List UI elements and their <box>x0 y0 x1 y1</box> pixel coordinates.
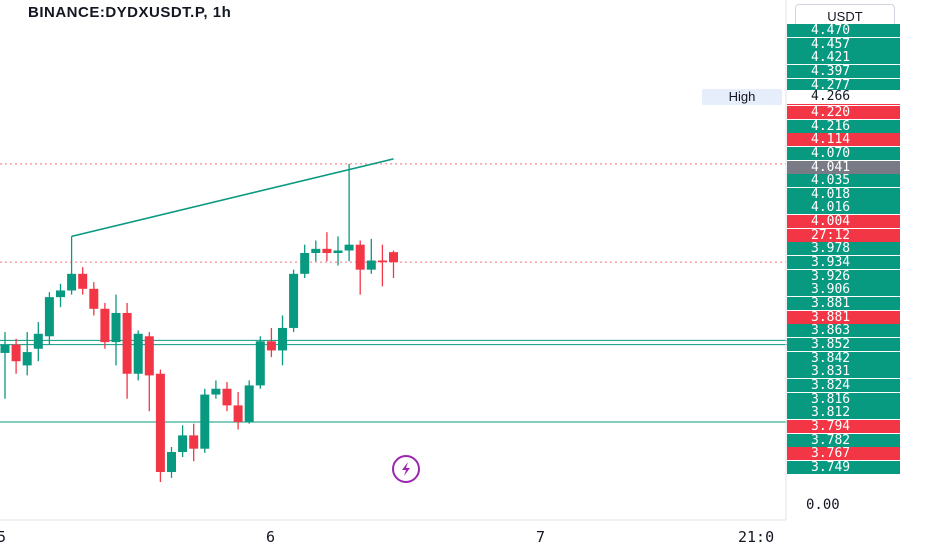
price-axis-label: 3.794 <box>787 419 900 433</box>
price-axis-label: 3.831 <box>787 365 900 379</box>
drawings-layer <box>71 158 394 238</box>
candle-body <box>355 244 365 270</box>
price-axis-label: 4.035 <box>787 174 900 188</box>
price-axis-label: 4.070 <box>787 146 900 160</box>
price-axis-label: 4.004 <box>787 215 900 229</box>
price-axis-label: 3.881 <box>787 297 900 310</box>
candle-body <box>89 288 99 309</box>
price-axis-label: 4.220 <box>787 105 900 119</box>
price-axis-label: 3.978 <box>787 242 900 256</box>
price-axis-label: 3.881 <box>787 310 900 324</box>
candle-body <box>289 273 299 328</box>
candle-body <box>100 308 110 343</box>
grid-layer <box>0 0 900 521</box>
price-axis-label: 3.767 <box>787 447 900 461</box>
candle-body <box>0 344 10 353</box>
candle-body <box>33 333 43 349</box>
candle-body <box>11 344 21 362</box>
candle-body <box>133 333 143 374</box>
price-axis-label: 3.934 <box>787 256 900 270</box>
x-tick-label: 21:0 <box>738 528 775 546</box>
price-axis-label: 27:12 <box>787 228 900 242</box>
price-axis-label: 3.749 <box>787 460 900 474</box>
candle-body <box>333 250 343 253</box>
candle-body <box>211 388 221 395</box>
candle-body <box>255 341 265 386</box>
price-axis-label: 4.397 <box>787 64 900 78</box>
price-axis-label: 4.216 <box>787 119 900 133</box>
candle-body <box>344 244 354 251</box>
candle-body <box>189 435 199 449</box>
candles-layer <box>0 163 398 482</box>
price-axis-label: 3.863 <box>787 324 900 338</box>
candle-body <box>311 248 321 253</box>
candle-body <box>366 260 376 270</box>
candle-body <box>377 260 387 263</box>
candle-body <box>22 352 32 366</box>
price-axis-label: 4.016 <box>787 201 900 215</box>
candle-body <box>155 373 165 473</box>
candle-body <box>244 385 254 423</box>
candle-body <box>78 273 88 289</box>
candle-body <box>144 336 154 376</box>
candle-body <box>44 297 54 337</box>
candle-body <box>56 290 65 298</box>
candle-body <box>122 312 132 374</box>
lightning-icon[interactable] <box>392 455 420 483</box>
price-axis-label: 4.277 <box>787 78 900 92</box>
candle-body <box>233 405 243 423</box>
candle-body <box>300 253 310 274</box>
price-axis-label: 4.018 <box>787 187 900 201</box>
candle-body <box>278 327 287 351</box>
price-axis-label: 3.824 <box>787 378 900 392</box>
price-axis-label: 3.926 <box>787 269 900 283</box>
price-axis-label: 3.906 <box>787 283 900 297</box>
price-axis-label: 4.421 <box>787 51 900 65</box>
price-axis-label: 3.816 <box>787 392 900 406</box>
price-axis-label: 4.457 <box>787 37 900 51</box>
candle-body <box>178 435 188 453</box>
price-axis-label: 3.842 <box>787 351 900 365</box>
price-axis-label: 4.041 <box>787 160 900 174</box>
candle-body <box>322 248 332 253</box>
high-badge: High <box>702 89 782 105</box>
x-tick-label: 6 <box>266 528 276 546</box>
x-tick-label: 7 <box>536 528 546 546</box>
trendline <box>71 158 394 238</box>
candle-body <box>111 312 121 343</box>
candle-body <box>167 452 176 473</box>
candle-body <box>67 273 77 291</box>
high-value-label: 4.266 <box>787 90 900 104</box>
price-axis-label: 3.812 <box>787 406 900 420</box>
price-axis-label: 4.470 <box>787 24 900 37</box>
candle-body <box>389 252 398 263</box>
price-axis-label: 4.114 <box>787 133 900 147</box>
symbol-title: BINANCE:DYDXUSDT.P, 1h <box>28 4 232 21</box>
candle-body <box>222 388 232 406</box>
x-tick-label: 5 <box>0 528 7 546</box>
volume-axis-zero: 0.00 <box>806 497 840 513</box>
candle-body <box>266 341 276 351</box>
price-axis-label: 3.782 <box>787 433 900 447</box>
candle-body <box>200 394 210 449</box>
price-axis-label: 3.852 <box>787 337 900 351</box>
